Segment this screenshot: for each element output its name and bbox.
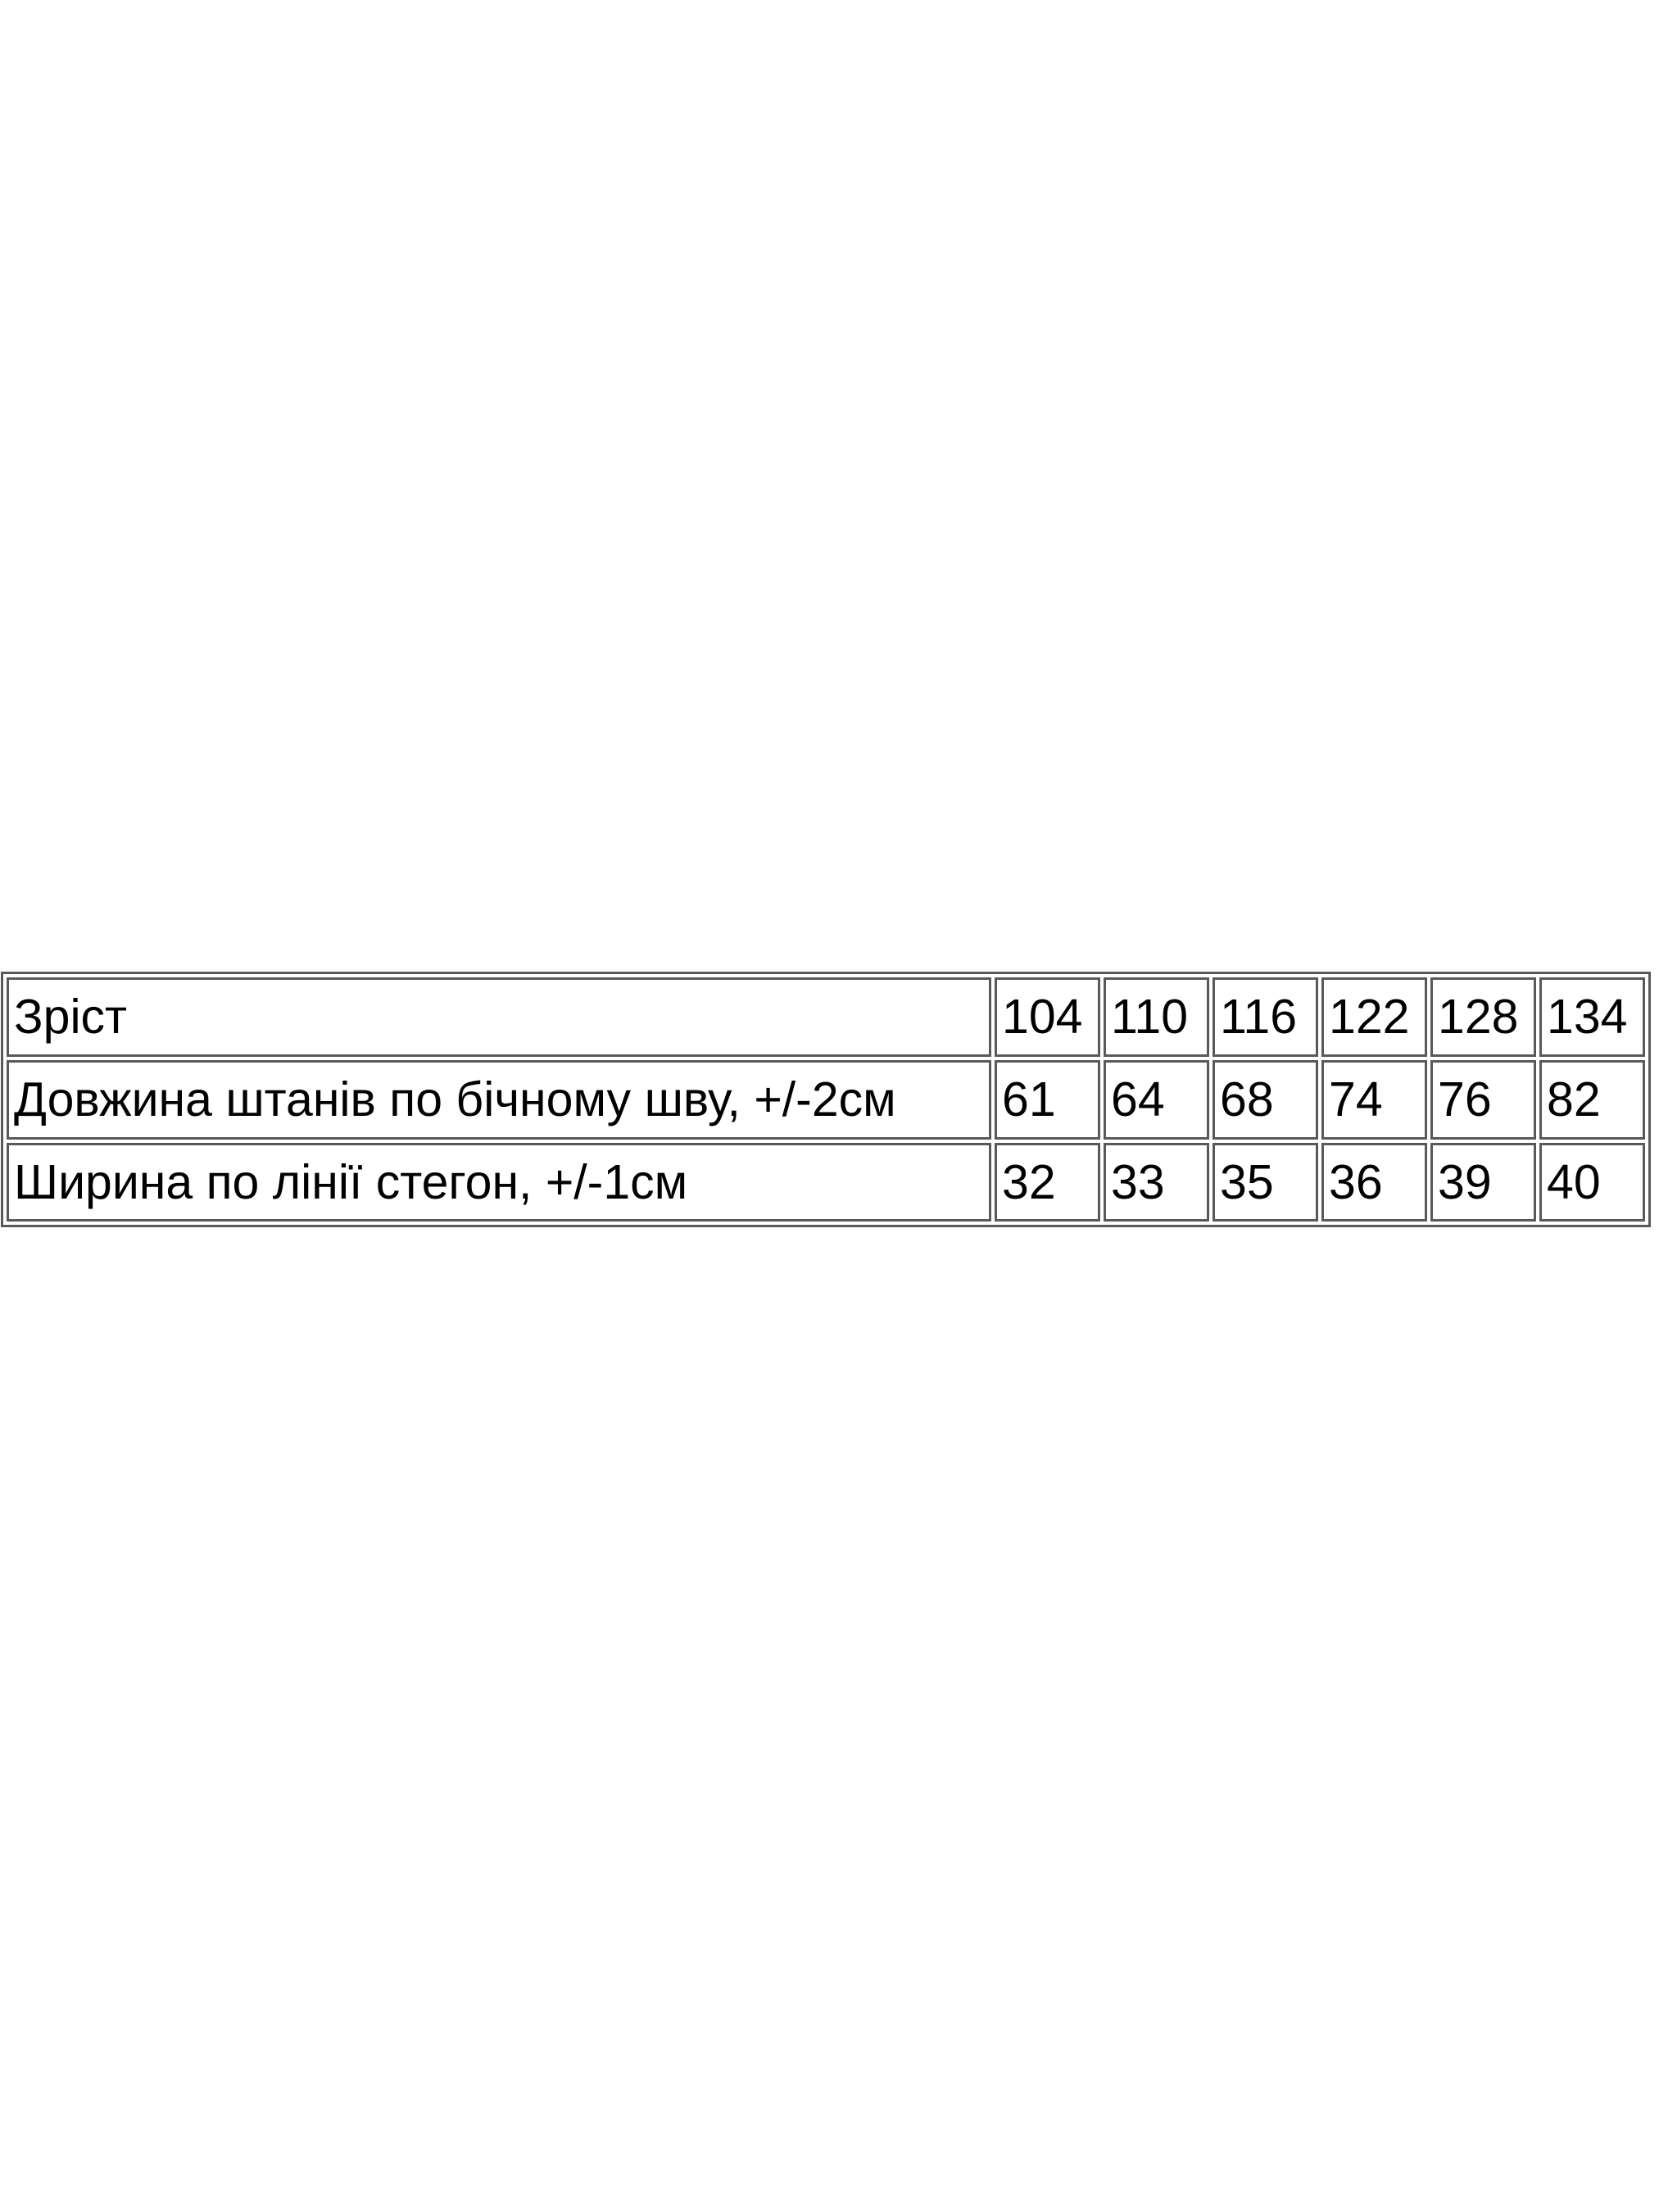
value-cell: 35: [1213, 1142, 1318, 1222]
value-cell: 76: [1430, 1059, 1536, 1140]
value-cell: 116: [1213, 977, 1318, 1057]
row-label-height: Зріст: [7, 977, 991, 1057]
value-cell: 32: [995, 1142, 1100, 1222]
row-label-pants-length: Довжина штанів по бічному шву, +/-2см: [7, 1059, 991, 1140]
value-cell: 128: [1430, 977, 1536, 1057]
value-cell: 33: [1104, 1142, 1209, 1222]
size-chart-table: Зріст 104 110 116 122 128 134 Довжина шт…: [1, 972, 1651, 1228]
table-row-pants-length: Довжина штанів по бічному шву, +/-2см 61…: [7, 1059, 1645, 1140]
value-cell: 39: [1430, 1142, 1536, 1222]
value-cell: 110: [1104, 977, 1209, 1057]
value-cell: 61: [995, 1059, 1100, 1140]
value-cell: 36: [1321, 1142, 1427, 1222]
value-cell: 134: [1539, 977, 1645, 1057]
value-cell: 104: [995, 977, 1100, 1057]
value-cell: 64: [1104, 1059, 1209, 1140]
value-cell: 68: [1213, 1059, 1318, 1140]
value-cell: 122: [1321, 977, 1427, 1057]
table-row-hip-width: Ширина по лінії стегон, +/-1см 32 33 35 …: [7, 1142, 1645, 1222]
row-label-hip-width: Ширина по лінії стегон, +/-1см: [7, 1142, 991, 1222]
value-cell: 82: [1539, 1059, 1645, 1140]
table-row-height: Зріст 104 110 116 122 128 134: [7, 977, 1645, 1057]
value-cell: 40: [1539, 1142, 1645, 1222]
value-cell: 74: [1321, 1059, 1427, 1140]
